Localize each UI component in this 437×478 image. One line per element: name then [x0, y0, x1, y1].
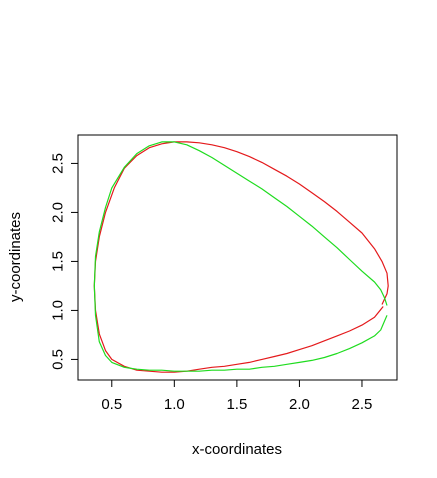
y-tick-label: 1.5: [50, 251, 67, 272]
y-axis-label: y-coordinates: [7, 212, 24, 302]
x-tick-label: 0.5: [101, 396, 122, 413]
y-axis: 0.5 1.0 1.5 2.0 2.5: [50, 153, 79, 370]
x-tick-label: 1.5: [226, 396, 247, 413]
x-axis: 0.5 1.0 1.5 2.0 2.5: [101, 379, 373, 413]
x-axis-label: x-coordinates: [192, 441, 282, 458]
series-layer: [93, 141, 389, 373]
x-tick-label: 1.0: [164, 396, 185, 413]
y-tick-label: 2.0: [50, 202, 67, 223]
y-tick-label: 1.0: [50, 300, 67, 321]
x-tick-label: 2.5: [352, 396, 373, 413]
y-tick-label: 2.5: [50, 153, 67, 174]
x-tick-label: 2.0: [289, 396, 310, 413]
y-tick-label: 0.5: [50, 349, 67, 370]
plot-frame: [77, 134, 398, 381]
series-line-1: [93, 141, 389, 373]
series-line-2: [93, 141, 388, 372]
